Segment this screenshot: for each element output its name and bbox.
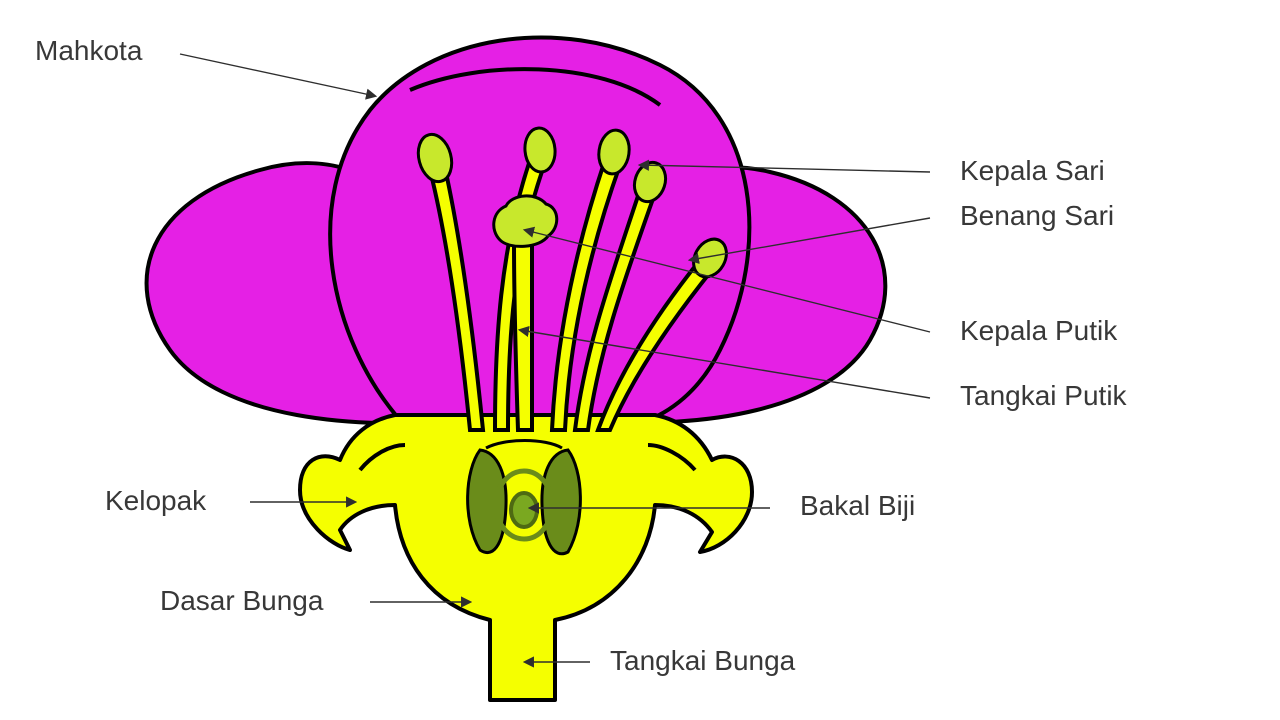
text-dasar-bunga: Dasar Bunga (160, 585, 324, 616)
text-tangkai-bunga: Tangkai Bunga (610, 645, 796, 676)
text-kelopak: Kelopak (105, 485, 207, 516)
text-mahkota: Mahkota (35, 35, 143, 66)
text-bakal-biji: Bakal Biji (800, 490, 915, 521)
text-kepala-putik: Kepala Putik (960, 315, 1118, 346)
ovary-lobe-right (542, 450, 580, 554)
pistil-group (514, 242, 532, 430)
ovule-inner (511, 493, 537, 527)
text-benang-sari: Benang Sari (960, 200, 1114, 231)
flower-diagram: Mahkota Kepala Sari Benang Sari Kepala Puti… (0, 0, 1280, 720)
ovary-lobe-left (468, 450, 506, 553)
text-kepala-sari: Kepala Sari (960, 155, 1105, 186)
leader-mahkota (180, 54, 375, 96)
text-tangkai-putik: Tangkai Putik (960, 380, 1128, 411)
style (514, 242, 532, 430)
